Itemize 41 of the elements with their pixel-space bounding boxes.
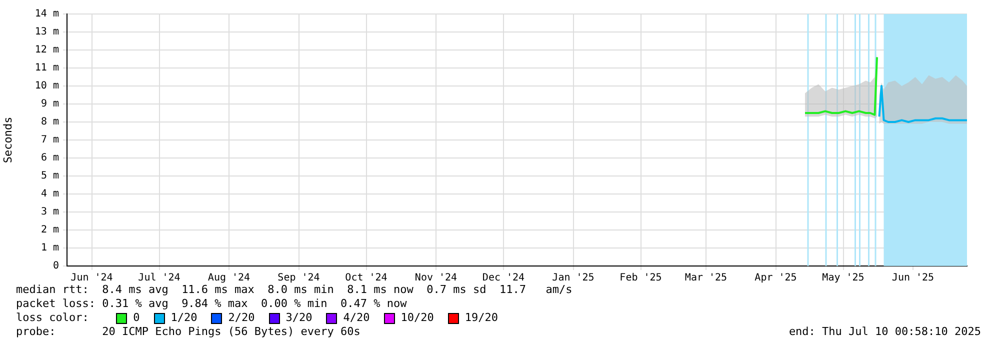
y-tick-label: 7 m [40,134,59,146]
x-tick-label: Oct '24 [345,272,388,284]
y-tick-label: 4 m [40,188,59,200]
y-tick-label: 14 m [34,8,59,20]
y-tick-label: 0 [52,260,59,272]
text: end: Thu Jul 10 00:58:10 2025 [788,325,981,339]
legend-label: 10/20 [400,311,434,325]
x-tick-label: Aug '24 [208,272,250,284]
y-tick-label: 13 m [34,26,59,38]
y-tick-label: 5 m [40,170,59,182]
legend-title: loss color: [16,311,89,325]
y-axis-title: Seconds [1,116,14,164]
x-tick-label: Jan '25 [552,272,594,284]
y-tick-label: 9 m [40,98,59,110]
legend-label: 2/20 [228,311,255,325]
x-tick-label: Jun '24 [70,272,113,284]
legend-label: 3/20 [286,311,312,325]
y-tick-label: 8 m [40,116,59,128]
x-tick-label: Mar '25 [684,272,728,284]
text: probe: 20 ICMP Echo Pings (56 Bytes) every 60s [16,325,360,339]
y-tick-label: 1 m [40,242,59,254]
y-tick-label: 3 m [40,206,59,218]
legend-label: 4/20 [343,311,370,325]
legend-label: 1/20 [170,311,198,325]
x-tick-label: Sep '24 [278,272,320,284]
y-tick-label: 2 m [40,224,59,236]
legend-label: 19/20 [464,311,498,325]
x-tick-label: May '25 [822,272,864,284]
text: median rtt: 8.4 ms avg 11.6 ms max 8.0 ms min 8.1 ms now 0.7 ms sd 11.7 am/s [15,283,574,297]
y-tick-label: 11 m [34,62,59,74]
y-tick-label: 10 m [34,80,59,92]
x-tick-label: Jun '25 [892,272,934,284]
x-tick-label: Jul '24 [138,272,180,284]
y-tick-label: 6 m [40,152,59,164]
x-tick-label: Dec '24 [482,272,525,284]
text: packet loss: 0.31 % avg 9.84 % max 0.00 % min 0.47 % now [15,297,408,311]
x-tick-label: Apr '25 [754,272,797,284]
x-tick-label: Feb '25 [620,272,662,284]
legend-label: 0 [133,311,140,325]
x-tick-label: Nov '24 [414,272,458,284]
y-tick-label: 12 m [34,44,59,56]
